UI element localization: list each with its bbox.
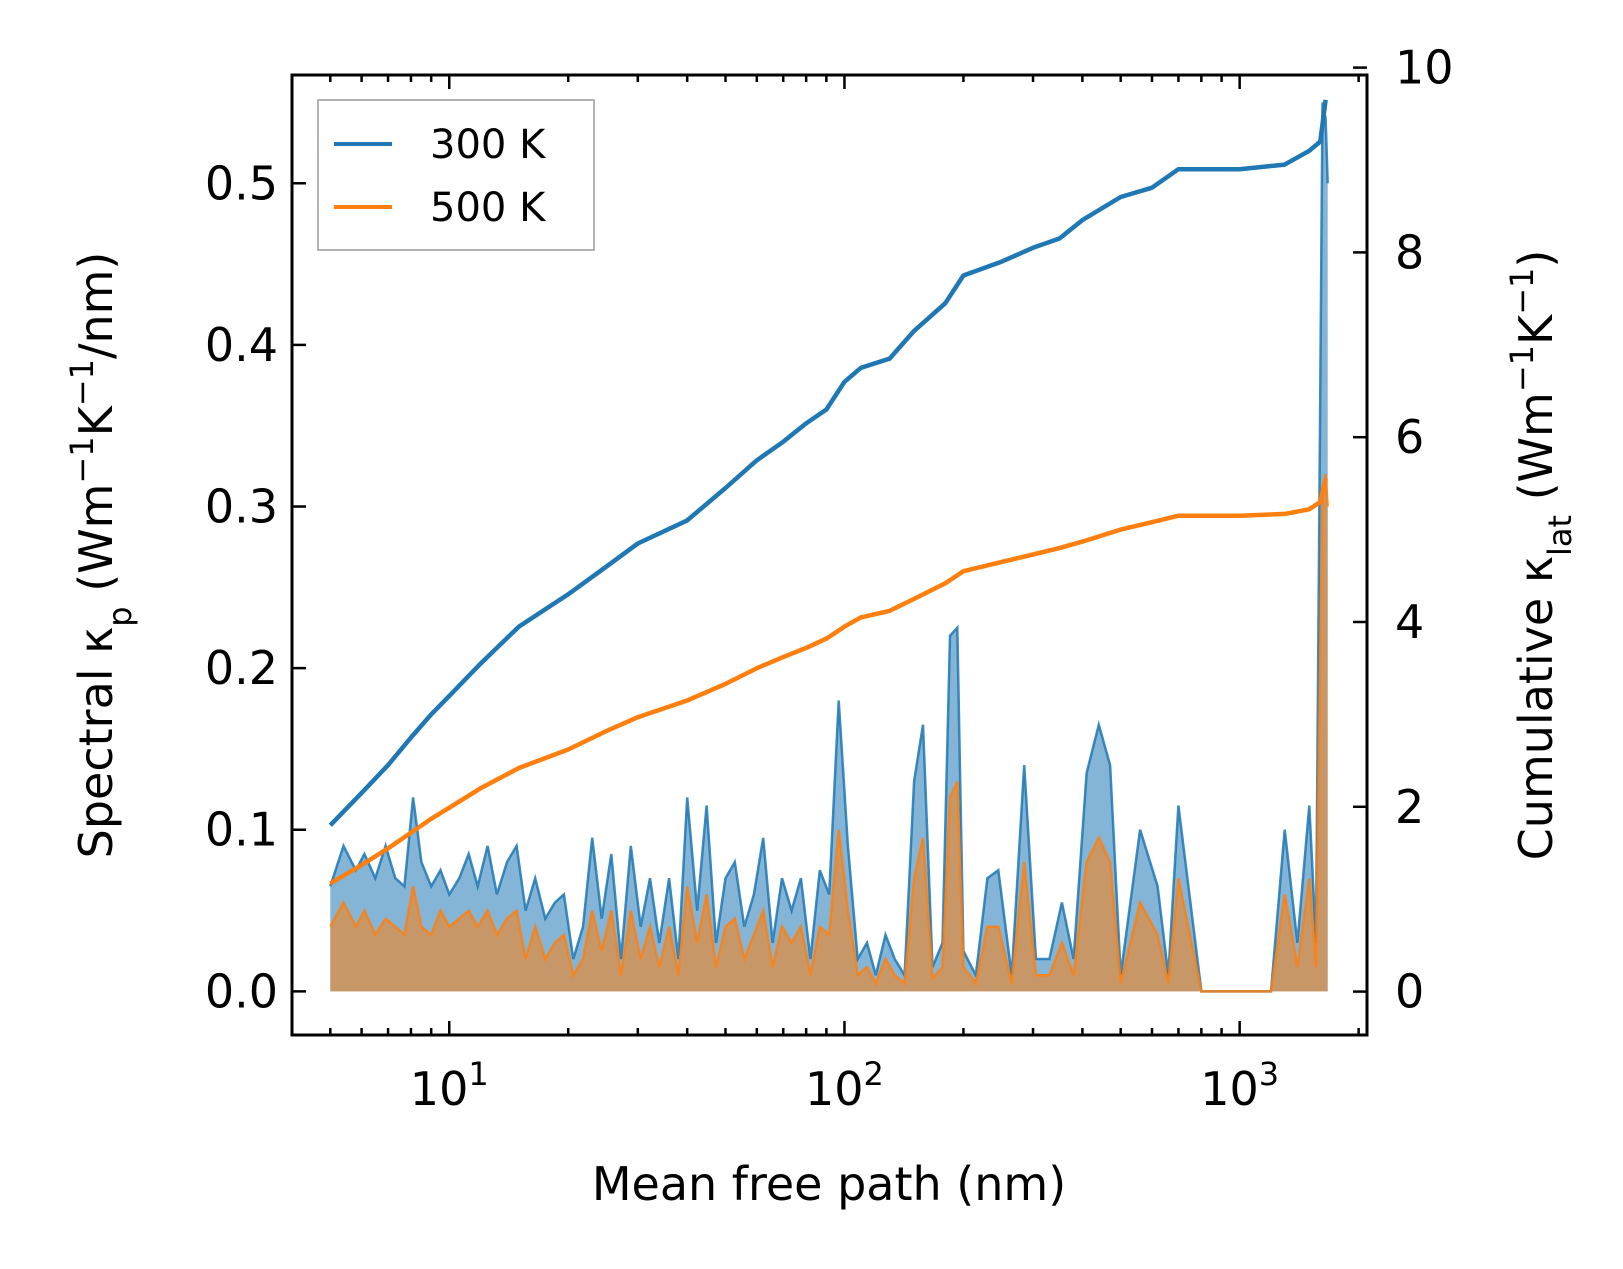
y-right-label-units-mid: K bbox=[1509, 313, 1563, 345]
line-300-k-spectral bbox=[329, 102, 1329, 993]
legend-label-500k: 500 K bbox=[430, 185, 547, 231]
area-300-k-spectral bbox=[330, 102, 1328, 992]
x-tick-label: 103 bbox=[1200, 1055, 1279, 1116]
y-axis-left-label: Spectral κp (Wm−1K−1/nm) bbox=[63, 252, 139, 859]
x-tick-label: 102 bbox=[805, 1055, 884, 1116]
y-right-label-sup2: −1 bbox=[1503, 268, 1541, 315]
cumulative-line-300-k bbox=[328, 99, 1328, 827]
x-axis-label: Mean free path (nm) bbox=[592, 1157, 1066, 1211]
legend-box bbox=[317, 99, 595, 251]
x-tick-label: 101 bbox=[410, 1055, 489, 1116]
y-left-label-sup2: −1 bbox=[63, 359, 101, 406]
y-right-tick-label: 0 bbox=[1395, 965, 1424, 1019]
y-right-label-sup1: −1 bbox=[1503, 345, 1541, 392]
ticks: 101 102 103 0.0 0.1 0.2 0.3 0.4 0.5 0 2 4 6 8 10 bbox=[205, 41, 1454, 1116]
plot-content bbox=[328, 99, 1329, 993]
y-left-tick-label: 0.2 bbox=[205, 641, 278, 695]
y-right-tick-label: 2 bbox=[1395, 780, 1424, 834]
y-left-label-units-pre: (Wm bbox=[69, 484, 123, 607]
line-500-k-spectral bbox=[329, 473, 1329, 993]
legend-label-300k: 300 K bbox=[430, 122, 547, 168]
y-left-label-main: Spectral κ bbox=[69, 627, 123, 859]
y-left-label-sub: p bbox=[101, 606, 139, 626]
y-right-label-sub: lat bbox=[1541, 515, 1579, 556]
y-right-label-units-post: ) bbox=[1509, 250, 1563, 268]
legend: 300 K 500 K bbox=[317, 99, 595, 251]
y-left-tick-label: 0.1 bbox=[205, 803, 278, 857]
y-right-tick-label: 6 bbox=[1395, 410, 1424, 464]
y-left-label-units-post: /nm) bbox=[69, 252, 123, 359]
plot-frame bbox=[290, 73, 1369, 1037]
cumulative-line-500-k bbox=[329, 478, 1328, 886]
y-right-tick-label: 4 bbox=[1395, 595, 1424, 649]
y-right-tick-label: 10 bbox=[1395, 41, 1454, 95]
y-right-label-units-pre: (Wm bbox=[1509, 392, 1563, 515]
y-left-label-units-mid: K bbox=[69, 404, 123, 436]
y-left-tick-label: 0.5 bbox=[205, 156, 278, 210]
plot-area bbox=[328, 99, 1329, 993]
y-axis-right-label: Cumulative κlat (Wm−1K−1) bbox=[1503, 250, 1579, 861]
y-left-tick-label: 0.3 bbox=[205, 480, 278, 534]
area-500-k-spectral bbox=[330, 474, 1328, 992]
y-left-label-sup1: −1 bbox=[63, 436, 101, 483]
y-left-tick-label: 0.4 bbox=[205, 318, 278, 372]
y-right-tick-label: 8 bbox=[1395, 225, 1424, 279]
y-left-tick-label: 0.0 bbox=[205, 964, 278, 1018]
y-right-label-main: Cumulative κ bbox=[1509, 556, 1563, 860]
